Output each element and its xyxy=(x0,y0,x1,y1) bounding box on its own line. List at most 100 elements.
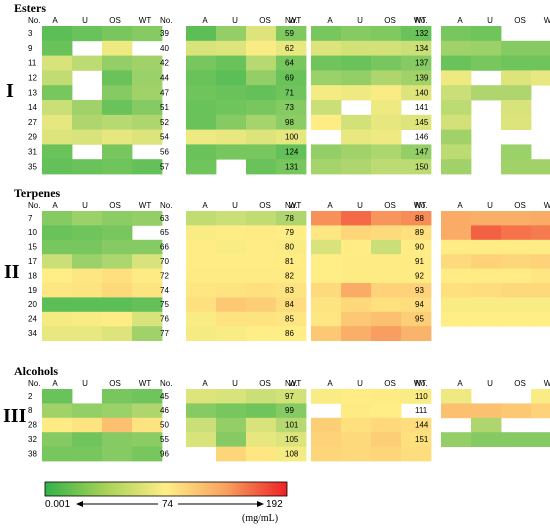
column-header-no: No. xyxy=(285,201,297,210)
heatmap-cell xyxy=(246,159,277,175)
heatmap-cell xyxy=(276,26,307,42)
heatmap-cell xyxy=(311,389,342,404)
heatmap-cell xyxy=(102,239,133,255)
row-label: 19 xyxy=(28,286,37,295)
heatmap-cell xyxy=(102,114,133,130)
group-title-terpenes: Terpenes xyxy=(14,186,61,200)
heatmap-cell xyxy=(371,268,402,284)
row-label: 140 xyxy=(415,88,429,97)
heatmap-cell xyxy=(311,55,342,71)
heatmap-cell xyxy=(311,85,342,101)
heatmap-cell xyxy=(216,225,247,241)
heatmap-cell xyxy=(371,389,402,404)
row-label: 111 xyxy=(415,406,428,415)
heatmap-cell xyxy=(186,70,217,86)
heatmap-cell xyxy=(341,129,372,145)
heatmap-cell xyxy=(311,446,342,462)
heatmap-cell xyxy=(216,100,247,116)
heatmap-cell xyxy=(132,254,163,269)
heatmap-cell xyxy=(102,297,133,313)
heatmap-cell xyxy=(276,268,307,284)
heatmap-cell xyxy=(401,55,432,71)
column-header: U xyxy=(487,379,493,388)
heatmap-panel: No. A U OS WT 39 40 42 44 47 51 52 54 56 57 xyxy=(160,16,307,175)
heatmap-cell xyxy=(102,254,133,269)
heatmap-cell xyxy=(42,254,73,269)
row-label: 46 xyxy=(160,406,169,415)
column-header: WT xyxy=(544,201,550,210)
heatmap-cell xyxy=(441,159,472,175)
heatmap-cell xyxy=(42,268,73,284)
heatmap-cell xyxy=(311,297,342,313)
heatmap-cell xyxy=(471,26,502,42)
heatmap-cell xyxy=(471,55,502,71)
column-header: U xyxy=(357,379,363,388)
heatmap-cell xyxy=(216,432,247,447)
heatmap-cell xyxy=(42,211,73,226)
heatmap-cell xyxy=(531,268,550,284)
heatmap-cell xyxy=(102,211,133,226)
column-header-no: No. xyxy=(28,379,40,388)
heatmap-cell xyxy=(276,225,307,241)
heatmap-cell xyxy=(401,254,432,269)
heatmap-cell xyxy=(441,40,472,56)
row-label: 10 xyxy=(28,228,37,237)
heatmap-cell xyxy=(246,311,277,327)
heatmap-cell xyxy=(102,311,133,327)
row-label: 144 xyxy=(415,421,429,430)
heatmap-cell xyxy=(72,211,103,226)
column-header: A xyxy=(457,16,463,25)
heatmap-cell xyxy=(246,26,277,42)
heatmap-panel: No. A U OS WT 78 79 80 81 82 83 84 85 86 xyxy=(285,201,432,341)
row-label: 97 xyxy=(285,392,294,401)
heatmap-cell xyxy=(72,268,103,284)
heatmap-cell xyxy=(276,159,307,175)
heatmap-cell xyxy=(311,254,342,269)
heatmap-cell xyxy=(216,55,247,71)
heatmap-panel: No. A U OS WT 63 65 66 70 72 74 75 76 77 xyxy=(160,201,307,341)
row-label: 62 xyxy=(285,44,294,53)
row-label: 8 xyxy=(28,406,33,415)
row-label: 44 xyxy=(160,73,169,82)
heatmap-cell xyxy=(371,239,402,255)
column-header: A xyxy=(327,201,333,210)
heatmap-cell xyxy=(371,403,402,419)
heatmap-panel: No. A U OS WT 110 111 144 151 xyxy=(415,379,550,447)
heatmap-cell xyxy=(501,100,532,116)
heatmap-cell xyxy=(341,159,372,175)
heatmap-cell xyxy=(72,403,103,419)
heatmap-cell xyxy=(276,403,307,419)
heatmap-cell xyxy=(72,159,103,175)
row-label: 86 xyxy=(285,329,294,338)
heatmap-cell xyxy=(42,225,73,241)
column-header: A xyxy=(52,16,58,25)
row-label: 12 xyxy=(28,73,37,82)
heatmap-cell xyxy=(276,446,307,462)
heatmap-cell xyxy=(186,129,217,145)
row-label: 77 xyxy=(160,329,169,338)
heatmap-cell xyxy=(341,432,372,447)
heatmap-cell xyxy=(501,254,532,269)
heatmap-cell xyxy=(371,85,402,101)
row-label: 64 xyxy=(285,59,294,68)
heatmap-cell xyxy=(246,283,277,298)
heatmap-cell xyxy=(216,283,247,298)
heatmap-cell xyxy=(531,403,550,419)
heatmap-cell xyxy=(311,159,342,175)
column-header: OS xyxy=(259,16,271,25)
heatmap-cell xyxy=(531,239,550,255)
heatmap-cell xyxy=(186,144,217,160)
heatmap-cell xyxy=(132,239,163,255)
heatmap-cell xyxy=(72,326,103,341)
heatmap-cell xyxy=(401,70,432,86)
row-label: 20 xyxy=(28,300,37,309)
heatmap-cell xyxy=(132,70,163,86)
heatmap-cell xyxy=(531,254,550,269)
heatmap-cell xyxy=(441,55,472,71)
row-label: 150 xyxy=(415,162,429,171)
heatmap-cell xyxy=(132,129,163,145)
heatmap-cell xyxy=(401,311,432,327)
heatmap-cell xyxy=(501,55,532,71)
column-header: A xyxy=(457,201,463,210)
column-header: OS xyxy=(384,201,396,210)
